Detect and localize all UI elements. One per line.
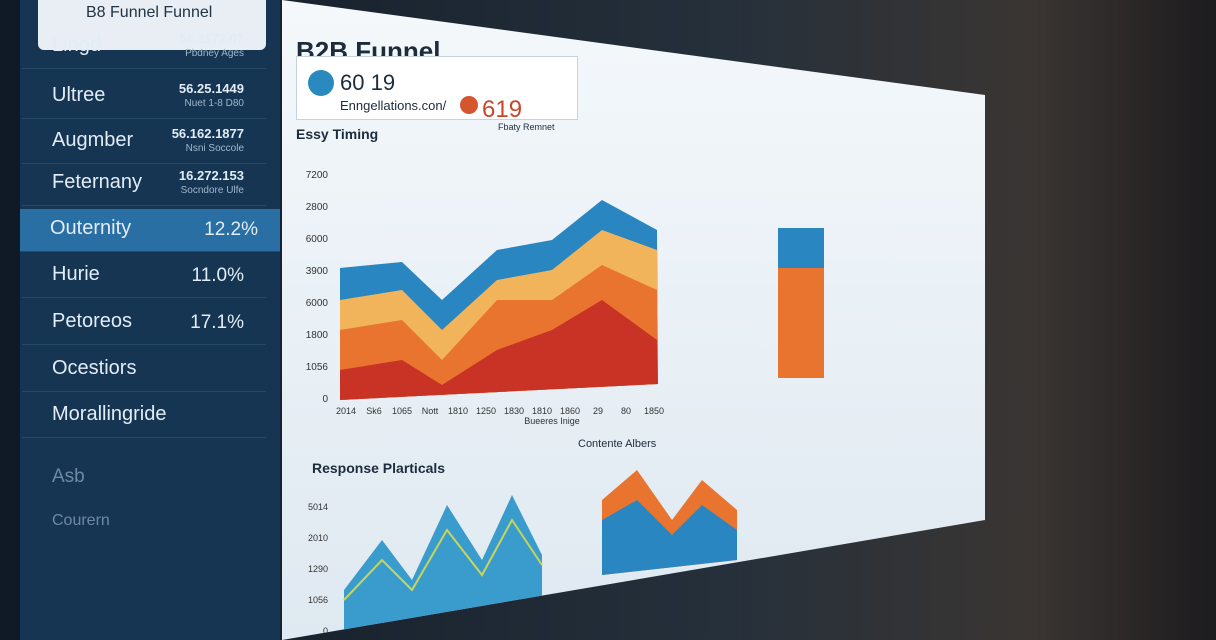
kpi-card	[296, 56, 578, 120]
y-tick-label: 0	[323, 626, 328, 636]
sidebar	[20, 0, 280, 640]
x-tick-label: 1810	[448, 406, 468, 416]
kpi-value: 619	[482, 96, 523, 123]
line	[343, 518, 543, 601]
y-tick-label: 0	[322, 394, 328, 405]
x-tick-label: 1830	[504, 406, 524, 416]
area-layer	[602, 500, 737, 575]
y-tick-label: 7200	[306, 170, 329, 181]
nav-value: 56.1172.07	[179, 31, 244, 46]
kpi-icon	[308, 70, 334, 96]
panel-title: Contente Albers	[578, 438, 657, 450]
y-tick-label: 1056	[308, 595, 328, 605]
x-tick-label: Sk6	[366, 406, 382, 416]
nav-sub: Socndore Ulfe	[180, 185, 244, 196]
nav-label: Ocestiors	[52, 357, 137, 379]
x-tick-label: 1860	[560, 406, 580, 416]
search-text: B8 Funnel Funnel	[86, 4, 213, 21]
panel-title: Response Plarticals	[312, 460, 446, 476]
kpi-icon	[460, 96, 478, 114]
y-tick-label: 2800	[306, 202, 329, 213]
x-tick-label: Nott	[422, 406, 439, 416]
nav-sub: Pbdney Ages	[185, 48, 244, 59]
nav-item[interactable]: Hurie 11.0%	[22, 255, 266, 298]
nav-item[interactable]: Morallingride	[22, 395, 266, 438]
nav-item[interactable]: Outernity 12.2%	[20, 209, 280, 252]
y-tick-label: 2010	[308, 533, 328, 543]
y-tick-label: 5014	[308, 502, 328, 512]
area-layer	[344, 495, 542, 630]
nav-label: Hurie	[52, 263, 100, 285]
main-screen: B2B Funnel 60 19 Enngellations.con/ 619 …	[282, 0, 985, 640]
nav-item[interactable]: Petoreos 17.1%	[22, 302, 266, 345]
x-tick-label: Nik	[438, 616, 453, 627]
x-tick-label: 2014	[336, 406, 356, 416]
search-box[interactable]: B8 Funnel Funnel	[38, 0, 266, 50]
nav-label: Morallingride	[52, 403, 167, 425]
nav-value: 56.25.1449	[178, 81, 244, 96]
kpi-value: 60 19	[340, 70, 396, 95]
nav-value: 11.0%	[191, 265, 244, 286]
panel-title: Essy Timing	[296, 126, 379, 142]
nav-item[interactable]: Lingd 56.1172.07 Pbdney Ages	[22, 26, 266, 69]
stack-bar	[778, 228, 824, 268]
sidebar-footer[interactable]: Courern	[52, 512, 110, 529]
y-tick-label: 1800	[306, 330, 329, 341]
nav-item[interactable]: Feternany 16.272.153 Socndore Ulfe	[22, 163, 266, 206]
nav-label: Outernity	[50, 217, 132, 239]
nav-sub: Nsni Soccole	[185, 143, 244, 154]
x-tick-label: Nam	[366, 624, 387, 635]
nav-item[interactable]: Augmber 56.162.1877 Nsni Soccole	[22, 121, 266, 164]
y-tick-label: 1290	[308, 564, 328, 574]
nav-value: 16.272.153	[178, 168, 244, 183]
x-tick-label: 1810	[532, 406, 552, 416]
kpi-label: Enngellations.con/	[340, 98, 447, 113]
nav-item[interactable]: Ocestiors	[22, 349, 266, 392]
nav-value: 12.2%	[204, 219, 258, 240]
nav-label: Ultree	[52, 84, 106, 106]
nav-label: Feternany	[52, 171, 143, 193]
x-axis-label: Bueeres Inige	[524, 416, 580, 426]
nav-item[interactable]: Ultree 56.25.1449 Nuet 1-8 D80	[22, 76, 266, 119]
x-tick-label: Sed	[504, 608, 522, 619]
sidebar-footer[interactable]: Asb	[52, 466, 85, 487]
y-tick-label: 6000	[306, 234, 329, 245]
nav-value: 17.1%	[190, 312, 244, 333]
area-layer	[340, 300, 658, 400]
x-tick-label: 29	[593, 406, 603, 416]
charts: 7200 2800 6000 3900 6000 1800 1056 0 2014 Sk6 1065…	[306, 170, 824, 636]
x-tick-label: 80	[621, 406, 631, 416]
y-tick-label: 3900	[306, 266, 329, 277]
nav-label: Augmber	[52, 129, 134, 151]
nav-sub: Nuet 1-8 D80	[184, 98, 244, 109]
nav-label: Petoreos	[52, 310, 133, 332]
x-tick-label: 1250	[476, 406, 496, 416]
kpi-label: Fbaty Remnet	[498, 122, 555, 132]
x-tick-label: 1850	[644, 406, 664, 416]
x-tick-label: 1065	[392, 406, 412, 416]
nav-value: 56.162.1877	[171, 126, 244, 141]
y-tick-label: 6000	[306, 298, 329, 309]
nav-label: Lingd	[52, 34, 101, 56]
y-tick-label: 1056	[306, 362, 329, 373]
